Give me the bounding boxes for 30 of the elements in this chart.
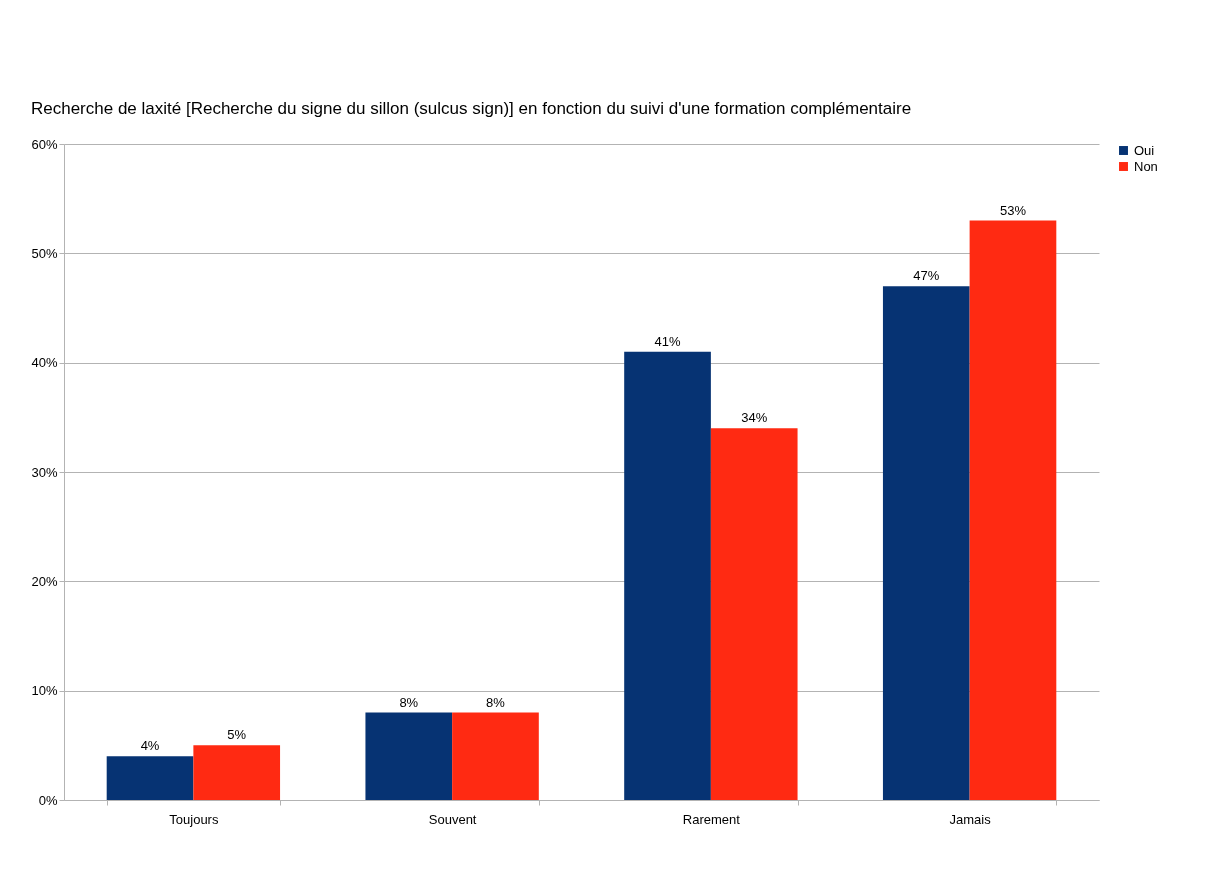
y-tick-label: 40%: [31, 355, 58, 371]
x-tick-label: Toujours: [169, 811, 219, 827]
bar: [365, 712, 453, 800]
bar: [106, 756, 194, 800]
y-tick-label: 60%: [31, 136, 58, 152]
chart-title: Recherche de laxité [Recherche du signe du sillon (sulcus sign)] en fonction du suivi d'une formation complémentaire: [30, 99, 912, 118]
data-label: 8%: [486, 694, 506, 710]
bar: [969, 220, 1057, 800]
x-tick-label: Jamais: [949, 811, 992, 827]
data-label: 8%: [399, 694, 419, 710]
bar: [452, 712, 539, 800]
y-tick-label: 50%: [31, 245, 58, 261]
y-tick-label: 30%: [31, 464, 58, 480]
bar: [882, 286, 970, 800]
bar: [624, 351, 711, 800]
data-label: 34%: [741, 410, 768, 426]
bar: [193, 745, 281, 800]
legend-label: Non: [1134, 158, 1158, 174]
data-label: 4%: [140, 738, 160, 754]
bar: [710, 428, 798, 800]
legend-label: Oui: [1134, 142, 1155, 158]
data-label: 47%: [913, 268, 940, 284]
x-tick-label: Rarement: [682, 811, 741, 827]
x-tick-label: Souvent: [428, 811, 477, 827]
data-label: 5%: [227, 727, 247, 743]
data-label: 41%: [654, 333, 681, 349]
y-tick-label: 10%: [31, 683, 58, 699]
data-label: 53%: [999, 202, 1027, 218]
y-tick-label: 0%: [38, 792, 58, 808]
y-tick-label: 20%: [31, 573, 58, 589]
